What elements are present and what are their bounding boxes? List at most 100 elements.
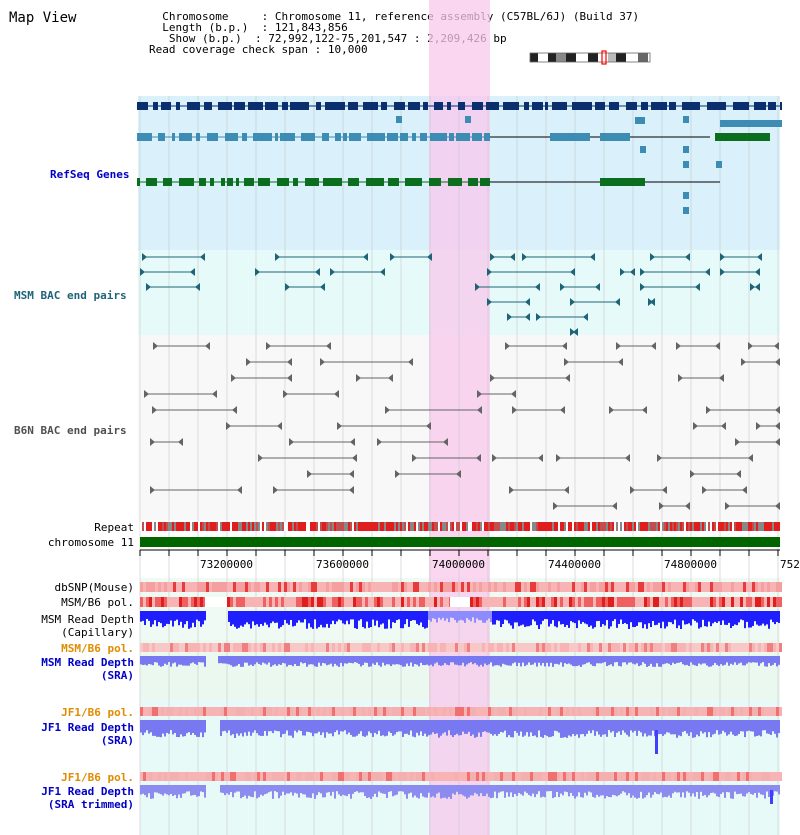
heat-cell bbox=[191, 707, 194, 716]
depth-bar bbox=[626, 720, 628, 735]
depth-bar bbox=[238, 785, 240, 792]
depth-bar bbox=[760, 720, 762, 737]
depth-bar bbox=[372, 720, 374, 737]
heat-cell bbox=[272, 643, 275, 652]
heat-cell bbox=[674, 707, 677, 716]
depth-bar bbox=[308, 720, 310, 733]
heat-cell bbox=[650, 597, 653, 607]
depth-bar bbox=[670, 611, 672, 623]
bac-end bbox=[625, 454, 630, 462]
heat-cell bbox=[449, 582, 452, 592]
depth-bar bbox=[456, 785, 458, 792]
depth-bar bbox=[182, 785, 184, 794]
heat-cell bbox=[518, 582, 521, 592]
depth-bar bbox=[608, 656, 610, 666]
heat-cell bbox=[143, 597, 146, 607]
depth-bar bbox=[434, 611, 436, 619]
depth-bar bbox=[742, 611, 744, 621]
heat-cell bbox=[509, 643, 512, 652]
depth-bar bbox=[444, 656, 446, 664]
heat-cell bbox=[257, 582, 260, 592]
heat-cell bbox=[419, 597, 422, 607]
repeat-block bbox=[592, 522, 594, 531]
depth-bar bbox=[580, 720, 582, 735]
bac-end bbox=[287, 358, 292, 366]
heat-cell bbox=[551, 643, 554, 652]
depth-bar bbox=[196, 720, 198, 737]
gene-exon bbox=[301, 133, 315, 141]
heat-cell bbox=[683, 643, 686, 652]
depth-bar bbox=[406, 720, 408, 734]
repeat-block bbox=[294, 522, 296, 531]
repeat-block bbox=[510, 522, 512, 531]
repeat-block bbox=[702, 522, 704, 531]
depth-bar bbox=[224, 720, 226, 731]
gene-exon bbox=[552, 102, 567, 110]
heat-cell bbox=[362, 772, 365, 781]
repeat-block bbox=[602, 522, 604, 531]
heat-cell bbox=[521, 582, 524, 592]
depth-bar bbox=[410, 656, 412, 663]
depth-bar bbox=[240, 720, 242, 734]
depth-bar bbox=[546, 785, 548, 792]
depth-bar bbox=[642, 656, 644, 663]
repeat-block bbox=[182, 522, 184, 531]
depth-bar bbox=[318, 611, 320, 628]
heat-cell bbox=[608, 597, 611, 607]
gene-exon bbox=[447, 102, 451, 110]
depth-bar bbox=[384, 720, 386, 737]
heat-cell bbox=[584, 707, 587, 716]
depth-bar bbox=[324, 720, 326, 738]
depth-bar bbox=[224, 656, 226, 664]
heat-cell bbox=[620, 582, 623, 592]
depth-bar bbox=[448, 611, 450, 623]
heat-cell bbox=[665, 597, 668, 607]
heat-cell bbox=[740, 582, 743, 592]
depth-bar bbox=[644, 611, 646, 625]
depth-bar bbox=[300, 720, 302, 731]
heat-cell bbox=[761, 772, 764, 781]
heat-cell bbox=[449, 643, 452, 652]
depth-bar bbox=[498, 656, 500, 666]
repeat-block bbox=[368, 522, 370, 531]
heat-cell bbox=[437, 707, 440, 716]
depth-bar bbox=[608, 611, 610, 629]
depth-bar bbox=[246, 720, 248, 736]
heat-cell bbox=[524, 643, 527, 652]
heat-cell bbox=[461, 707, 464, 716]
heat-cell bbox=[395, 707, 398, 716]
heat-cell bbox=[356, 772, 359, 781]
depth-bar bbox=[334, 611, 336, 625]
depth-bar bbox=[378, 656, 380, 666]
heat-cell bbox=[719, 707, 722, 716]
depth-bar bbox=[548, 611, 550, 627]
repeat-block bbox=[774, 522, 776, 531]
depth-bar bbox=[640, 656, 642, 666]
depth-bar bbox=[388, 785, 390, 792]
heat-cell bbox=[662, 597, 665, 607]
depth-bar bbox=[540, 720, 542, 737]
bac-end bbox=[226, 422, 231, 430]
heat-cell bbox=[164, 597, 167, 607]
heat-cell bbox=[365, 582, 368, 592]
heat-cell bbox=[764, 643, 767, 652]
depth-bar bbox=[190, 656, 192, 664]
depth-bar bbox=[152, 611, 154, 625]
depth-bar bbox=[176, 785, 178, 799]
depth-bar bbox=[356, 720, 358, 736]
repeat-block bbox=[732, 522, 734, 531]
gene-exon bbox=[253, 133, 272, 141]
heat-cell bbox=[227, 772, 230, 781]
depth-bar bbox=[748, 720, 750, 731]
depth-bar bbox=[770, 656, 772, 666]
bac-end bbox=[748, 342, 753, 350]
track-label-jf1-depth-trim-2: (SRA trimmed) bbox=[47, 798, 134, 811]
depth-bar bbox=[386, 720, 388, 736]
depth-bar bbox=[538, 656, 540, 663]
depth-bar bbox=[470, 611, 472, 622]
depth-bar bbox=[304, 611, 306, 620]
heat-cell bbox=[464, 582, 467, 592]
repeat-block bbox=[630, 522, 632, 531]
heat-cell bbox=[155, 772, 158, 781]
